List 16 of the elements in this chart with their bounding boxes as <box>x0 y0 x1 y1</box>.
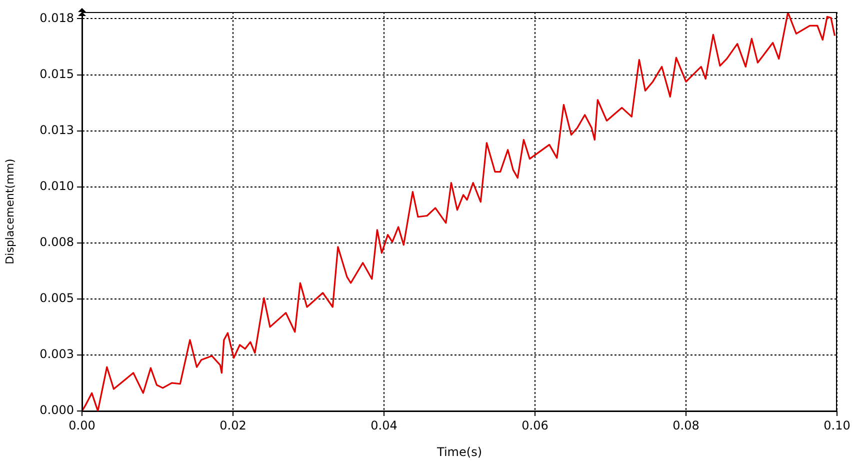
y-tick-label: 0.010 <box>40 178 74 193</box>
x-tick-label: 0.02 <box>220 418 246 432</box>
y-tick-label: 0.000 <box>40 403 74 418</box>
x-tick-label: 0.00 <box>68 418 96 432</box>
y-tick-label: 0.008 <box>40 235 74 250</box>
y-tick-label: 0.018 <box>40 10 74 25</box>
y-axis-title: Displacement(mm) <box>3 158 16 264</box>
y-tick-label: 0.005 <box>40 291 74 306</box>
y-tick-label: 0.013 <box>40 122 74 137</box>
y-tick-label: 0.003 <box>40 347 74 362</box>
y-tick-label: 0.015 <box>40 66 74 81</box>
x-tick-label: 0.06 <box>522 418 548 432</box>
x-axis-title: Time(s) <box>436 444 482 459</box>
x-tick-label: 0.04 <box>370 418 398 432</box>
x-tick-label: 0.08 <box>672 418 700 432</box>
x-tick-label: 0.10 <box>824 418 850 432</box>
